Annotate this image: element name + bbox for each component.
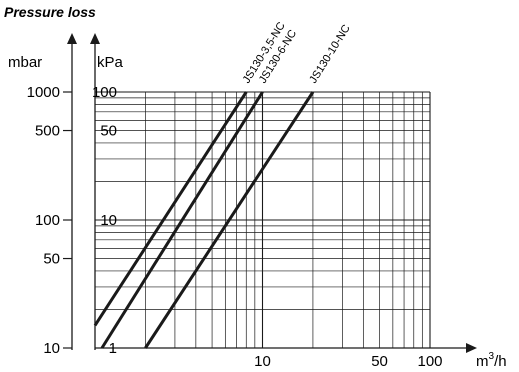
series-line-3 — [144, 91, 315, 349]
series-line-2 — [100, 91, 264, 349]
x-unit-label: m3/h — [476, 351, 507, 370]
mbar-tick-label: 10 — [43, 340, 60, 357]
kpa-tick-label: 50 — [100, 123, 117, 140]
series-lines — [93, 91, 315, 349]
chart-title: Pressure loss — [4, 4, 96, 20]
kpa-tick-label: 1 — [109, 340, 117, 357]
kpa-unit-label: kPa — [97, 54, 124, 71]
mbar-tick-label: 50 — [43, 251, 60, 268]
mbar-tick-label: 500 — [35, 123, 60, 140]
mbar-unit-label: mbar — [8, 54, 42, 71]
x-tick-label: 10 — [254, 353, 271, 370]
x-tick-label: 100 — [417, 353, 442, 370]
mbar-axis-arrow — [67, 33, 77, 44]
kpa-axis-arrow — [90, 33, 100, 44]
x-tick-label: 50 — [371, 353, 388, 370]
kpa-tick-label: 100 — [92, 84, 117, 101]
x-axis-arrow — [466, 343, 477, 353]
kpa-tick-label: 10 — [100, 212, 117, 229]
series-label-3: JS130-10-NC — [307, 23, 353, 86]
mbar-tick-label: 1000 — [27, 84, 60, 101]
series-line-1 — [93, 91, 248, 327]
tick-labels: 1000 500 100 50 10 100 50 10 1 10 50 100 — [27, 84, 443, 370]
mbar-tick-label: 100 — [35, 212, 60, 229]
chart-grid — [95, 91, 431, 348]
